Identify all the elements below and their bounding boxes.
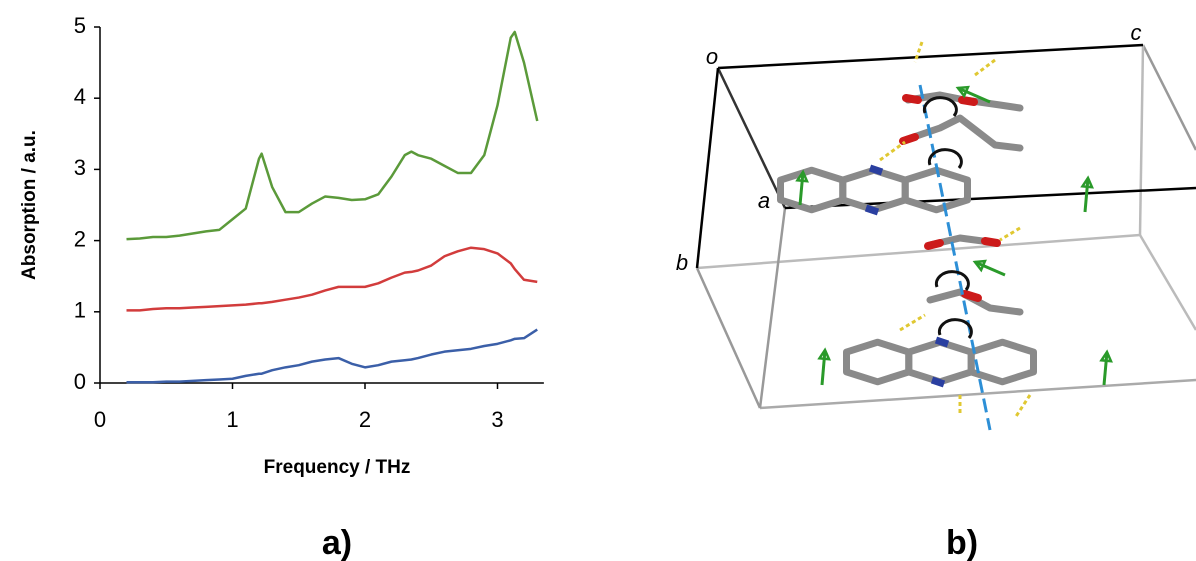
axis-label: a bbox=[758, 188, 770, 213]
n-atom bbox=[866, 208, 878, 212]
x-tick-label: 2 bbox=[359, 407, 371, 432]
bond bbox=[906, 98, 918, 100]
axis-label: b bbox=[676, 250, 688, 275]
n-atom bbox=[936, 340, 948, 344]
ring bbox=[909, 342, 971, 382]
y-tick-label: 5 bbox=[74, 13, 86, 38]
panel-label: a) bbox=[322, 524, 352, 561]
bond bbox=[928, 243, 940, 246]
rotation-arrow bbox=[939, 320, 971, 338]
figure: Frequency / THz Absorption / a.u. 0 1 2 3 4 5… bbox=[0, 0, 1196, 561]
h-bond bbox=[1015, 395, 1030, 418]
h-bond bbox=[915, 42, 922, 62]
bond bbox=[985, 241, 997, 243]
x-axis-label: Frequency / THz bbox=[264, 457, 411, 478]
axis-label: c bbox=[1131, 20, 1142, 45]
x-tick-label: 1 bbox=[226, 407, 238, 432]
bond bbox=[962, 100, 974, 102]
y-tick-label: 4 bbox=[74, 84, 86, 109]
y-tick-label: 1 bbox=[74, 298, 86, 323]
rotation-arrow bbox=[929, 150, 961, 168]
y-tick-label: 2 bbox=[74, 226, 86, 251]
h-bond bbox=[1000, 228, 1020, 240]
n-atom bbox=[870, 168, 882, 172]
line-series bbox=[127, 330, 538, 383]
line-series bbox=[127, 248, 538, 311]
n-atom bbox=[932, 380, 944, 384]
rotation-arrow bbox=[924, 98, 956, 116]
y-tick-label: 0 bbox=[74, 369, 86, 394]
y-axis-label: Absorption / a.u. bbox=[19, 130, 40, 280]
bond bbox=[903, 137, 915, 141]
bond bbox=[965, 294, 978, 298]
ring bbox=[971, 342, 1033, 382]
x-tick-label: 0 bbox=[94, 407, 106, 432]
axis-label: o bbox=[706, 44, 718, 69]
ring bbox=[781, 170, 843, 210]
chart: Frequency / THz Absorption / a.u. 0 1 2 3 4 5… bbox=[19, 13, 544, 478]
molecules bbox=[781, 42, 1111, 430]
bond bbox=[905, 118, 1020, 148]
h-bond bbox=[900, 315, 925, 330]
y-tick-label: 3 bbox=[74, 155, 86, 180]
ring bbox=[847, 342, 909, 382]
rotation-arrow bbox=[936, 272, 968, 290]
x-tick-label: 3 bbox=[491, 407, 503, 432]
panel-label: b) bbox=[946, 524, 978, 561]
h-bond bbox=[975, 60, 995, 75]
ring bbox=[905, 170, 967, 210]
crystal-diagram: o c a b bbox=[676, 20, 1196, 430]
line-series bbox=[127, 32, 538, 239]
h-bond bbox=[880, 142, 905, 160]
